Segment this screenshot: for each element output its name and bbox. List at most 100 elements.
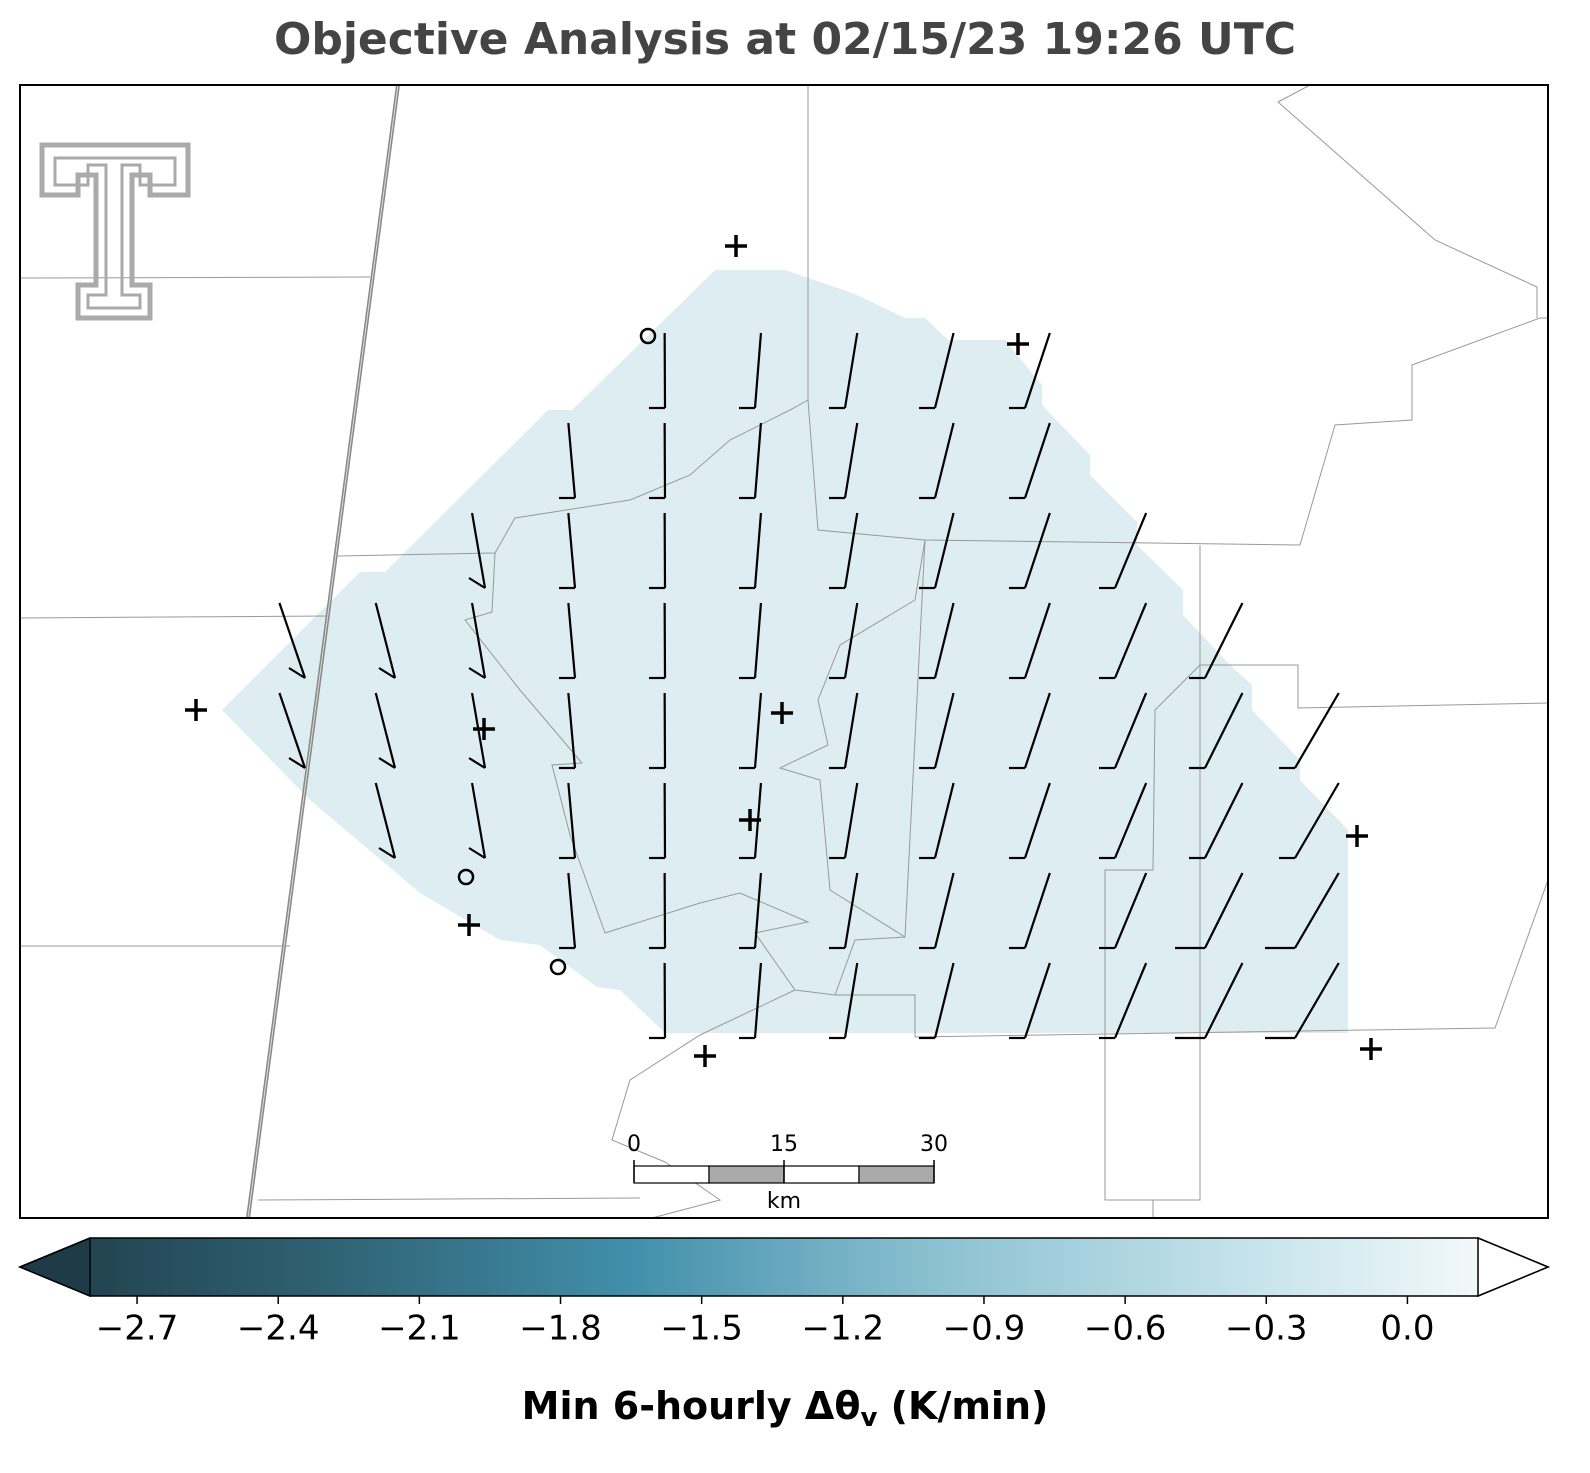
barb-staff <box>1294 962 1340 1039</box>
wind-barb <box>739 872 763 950</box>
colorbar-tick-label: −0.6 <box>1084 1309 1167 1349</box>
wind-barb <box>649 872 667 950</box>
station-plus <box>185 699 207 721</box>
barb-staff <box>567 692 577 769</box>
barb-staff <box>1023 962 1051 1039</box>
barb-staff <box>1113 782 1148 859</box>
colorbar-label-main: Min 6-hourly Δθ <box>522 1384 861 1428</box>
wind-barb <box>919 332 955 410</box>
wind-barb <box>1009 692 1051 770</box>
wind-barb <box>829 512 859 590</box>
colorbar-extend-low <box>18 1236 91 1298</box>
wind-barb <box>919 872 955 950</box>
county-line <box>1277 84 1311 103</box>
wind-barb <box>649 422 667 500</box>
barb-staff <box>374 692 397 769</box>
wind-barb <box>739 332 763 410</box>
barb-staff <box>1023 422 1051 499</box>
barb-staff <box>843 602 859 679</box>
barb-staff <box>567 872 577 949</box>
chart-title: Objective Analysis at 02/15/23 19:26 UTC <box>274 14 1296 65</box>
wind-barb <box>1189 602 1244 680</box>
colorbar-label-tail: (K/min) <box>877 1384 1048 1428</box>
county-line <box>835 879 1549 1038</box>
wind-barb <box>278 602 307 679</box>
barb-staff <box>1023 782 1051 859</box>
barb-staff <box>753 512 763 589</box>
wind-barb <box>649 692 667 770</box>
county-line <box>611 989 796 1219</box>
station-circle <box>639 327 657 345</box>
wind-barb <box>559 692 577 770</box>
barb-staff <box>1294 692 1340 769</box>
barb-flag <box>468 847 486 859</box>
wind-barb <box>829 782 859 860</box>
barb-staff <box>843 782 859 859</box>
colorbar-tick-label: −2.1 <box>378 1309 461 1349</box>
county-line <box>337 85 809 557</box>
wind-barb <box>1009 782 1051 860</box>
wind-barb <box>1279 692 1340 770</box>
wind-barb <box>1009 332 1051 410</box>
county-line <box>257 1197 641 1201</box>
station-plus <box>725 235 747 257</box>
station-plus <box>1360 1038 1382 1060</box>
wind-barb <box>1099 602 1148 680</box>
county-line <box>19 615 329 619</box>
station-plus <box>1007 333 1029 355</box>
wind-barb <box>919 422 955 500</box>
barb-flag <box>288 757 306 769</box>
barb-staff <box>1023 512 1051 589</box>
barb-flag <box>378 667 396 679</box>
scale-segment <box>633 1165 710 1184</box>
barb-staff <box>933 332 955 409</box>
barb-staff <box>1204 872 1244 949</box>
wind-barb <box>468 602 487 679</box>
logo-shape <box>39 142 191 321</box>
wind-barb <box>829 422 859 500</box>
wind-barb <box>829 602 859 680</box>
barb-staff <box>843 332 859 409</box>
barb-staff <box>1023 602 1051 679</box>
barb-flag <box>288 667 306 679</box>
scale-segment <box>858 1165 935 1184</box>
colorbar-label-sub: v <box>860 1403 877 1433</box>
barb-staff <box>567 422 577 499</box>
colorbar: Min 6-hourly Δθv (K/min) −2.7 −2.4 −2.1 −1.… <box>18 1236 1550 1433</box>
wind-barb <box>649 512 667 590</box>
barb-staff <box>1023 692 1051 769</box>
station-circle <box>457 868 475 886</box>
scale-tick-label: 0 <box>627 1132 641 1157</box>
barb-staff <box>1204 602 1244 679</box>
analysis-field <box>222 270 1348 1033</box>
wind-barb <box>919 962 955 1040</box>
barb-staff <box>374 782 397 859</box>
colorbar-body <box>18 1237 1550 1297</box>
county-line <box>464 539 926 996</box>
colorbar-tick-label: −0.9 <box>943 1309 1026 1349</box>
county-line <box>1104 545 1549 1201</box>
barb-staff <box>1204 962 1244 1039</box>
scale-segment <box>708 1165 785 1184</box>
barb-staff <box>1113 962 1148 1039</box>
barb-staff <box>470 602 487 679</box>
wind-barb <box>1009 872 1051 950</box>
wind-barb <box>829 692 859 770</box>
county-lines <box>19 84 1549 1219</box>
barb-staff <box>933 422 955 499</box>
scale-tick-label: 30 <box>920 1132 948 1157</box>
barb-flag <box>468 577 486 589</box>
wind-barb <box>1175 962 1244 1040</box>
barb-staff <box>933 512 955 589</box>
barb-staff <box>753 422 763 499</box>
barb-staff <box>1023 332 1051 409</box>
barb-staff <box>374 602 397 679</box>
wind-barb <box>559 422 577 500</box>
wind-barb <box>1009 422 1051 500</box>
barb-staff <box>843 422 859 499</box>
barb-staff <box>1113 872 1148 949</box>
wind-barb <box>559 782 577 860</box>
station-plus <box>739 809 761 831</box>
wind-barb <box>1175 872 1244 950</box>
wind-barb <box>1009 962 1051 1040</box>
